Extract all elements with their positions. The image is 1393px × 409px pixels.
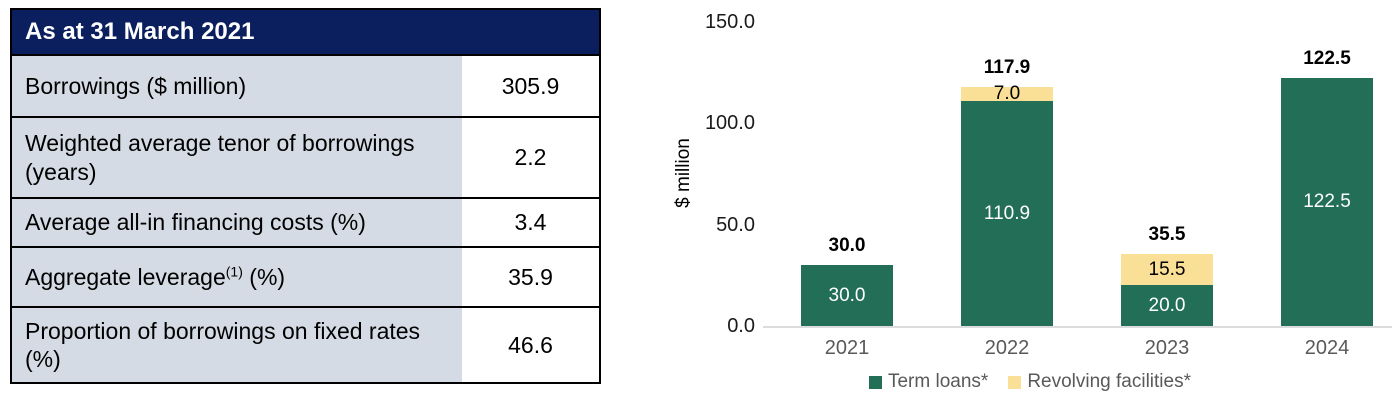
bar-segment: 30.0 — [801, 265, 893, 326]
row-label: Weighted average tenor of borrowings (ye… — [12, 118, 462, 197]
row-value: 305.9 — [462, 56, 599, 116]
table-row: Aggregate leverage(1) (%) 35.9 — [12, 246, 599, 306]
chart-legend: Term loans* Revolving facilities* — [680, 371, 1380, 393]
row-label: Borrowings ($ million) — [12, 56, 462, 116]
table-row: Borrowings ($ million) 305.9 — [12, 54, 599, 116]
bar-total-label: 35.5 — [1148, 224, 1186, 246]
table-body: Borrowings ($ million) 305.9 Weighted av… — [12, 54, 599, 382]
x-axis-label: 2022 — [984, 337, 1030, 359]
bar-segment: 7.0 — [961, 83, 1053, 104]
financial-summary-table: As at 31 March 2021 Borrowings ($ millio… — [10, 8, 601, 384]
bar-segment: 15.5 — [1121, 254, 1213, 286]
legend-item: Revolving facilities* — [1008, 371, 1191, 393]
table-row: Weighted average tenor of borrowings (ye… — [12, 116, 599, 197]
bar-total-label: 30.0 — [828, 235, 866, 257]
bar-segment-label: 122.5 — [1303, 190, 1351, 212]
legend-label: Revolving facilities* — [1027, 371, 1191, 392]
bar-total-label: 117.9 — [983, 57, 1031, 79]
x-axis-label: 2024 — [1304, 337, 1350, 359]
table-row: Proportion of borrowings on fixed rates … — [12, 306, 599, 382]
y-tick-label: 0.0 — [727, 315, 755, 337]
row-value: 3.4 — [462, 199, 599, 246]
legend-item: Term loans* — [868, 371, 989, 393]
bar-segment-label: 15.5 — [1148, 258, 1186, 280]
row-label: Average all-in financing costs (%) — [12, 199, 462, 246]
row-value: 35.9 — [462, 248, 599, 306]
bar-segment: 110.9 — [961, 101, 1053, 326]
row-label: Proportion of borrowings on fixed rates … — [12, 308, 462, 382]
bar-segment-label: 30.0 — [828, 284, 866, 306]
row-value: 2.2 — [462, 118, 599, 197]
legend-swatch-icon — [868, 375, 882, 389]
y-tick-label: 150.0 — [704, 11, 755, 33]
legend-swatch-icon — [1008, 375, 1022, 389]
row-value: 46.6 — [462, 308, 599, 382]
bar-segment-label: 110.9 — [983, 202, 1031, 224]
debt-maturity-chart: $ million 0.0 50.0 100.0 150.0 30.0 30.0 110.… — [620, 0, 1393, 409]
bar-segment-label: 7.0 — [993, 83, 1021, 105]
x-axis-line — [763, 326, 1392, 328]
row-label: Aggregate leverage(1) (%) — [12, 248, 462, 306]
legend-label: Term loans* — [887, 371, 989, 392]
bar-segment: 122.5 — [1281, 77, 1373, 326]
y-tick-label: 50.0 — [716, 213, 755, 236]
y-tick-label: 100.0 — [704, 112, 755, 135]
table-row: Average all-in financing costs (%) 3.4 — [12, 197, 599, 246]
x-axis-label: 2023 — [1144, 337, 1190, 359]
x-axis-label: 2021 — [824, 337, 870, 359]
bar-total-label: 122.5 — [1303, 47, 1351, 69]
y-axis-title: $ million — [673, 138, 694, 208]
bar-segment-label: 20.0 — [1148, 294, 1186, 316]
table-header: As at 31 March 2021 — [12, 10, 599, 54]
bar-segment: 20.0 — [1121, 285, 1213, 326]
